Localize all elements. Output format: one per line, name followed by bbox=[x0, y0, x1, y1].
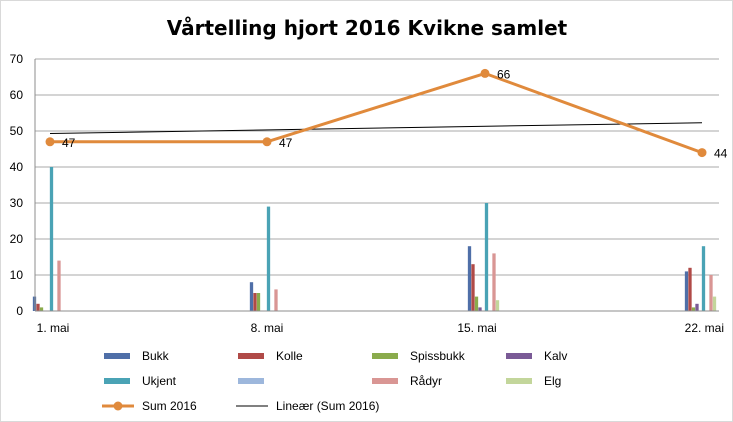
legend: Bukk Kolle Spissbukk Kalv Ukjent Rådyr Elg Sum … bbox=[102, 349, 567, 413]
legend-item-4-label: Ukjent bbox=[142, 374, 177, 388]
legend-item-6-label: Rådyr bbox=[410, 374, 442, 388]
legend-item-1: Kolle bbox=[238, 349, 303, 363]
y-tick-label-60: 60 bbox=[10, 88, 24, 102]
gridlines bbox=[35, 58, 719, 276]
bar-series3-cat3 bbox=[695, 303, 699, 311]
y-tick-label-40: 40 bbox=[10, 160, 24, 174]
line-sum-2016 bbox=[50, 71, 703, 155]
legend-item-0-swatch bbox=[104, 353, 130, 359]
axes: 0 10 20 30 40 50 60 70 1. mai 8. mai 15. mai 22. ma… bbox=[10, 52, 724, 335]
legend-item-9-label: Lineær (Sum 2016) bbox=[276, 399, 379, 413]
chart-title: Vårtelling hjort 2016 Kvikne samlet bbox=[167, 16, 568, 40]
legend-item-5-swatch bbox=[238, 378, 264, 384]
y-tick-label-50: 50 bbox=[10, 124, 24, 138]
bar-series6-cat1 bbox=[274, 289, 278, 311]
legend-item-6-swatch bbox=[372, 378, 398, 384]
bar-series2-cat0 bbox=[39, 307, 44, 311]
marker-sum-2016-2 bbox=[480, 68, 490, 78]
y-tick-label-20: 20 bbox=[10, 232, 24, 246]
legend-item-0-label: Bukk bbox=[142, 349, 170, 363]
legend-item-8: Sum 2016 bbox=[102, 399, 197, 413]
y-tick-label-70: 70 bbox=[10, 52, 24, 66]
data-label-sum-2016-2: 66 bbox=[497, 67, 511, 81]
bar-series7-cat2 bbox=[495, 300, 500, 311]
bar-series0-cat3 bbox=[684, 271, 689, 311]
legend-item-3-swatch bbox=[506, 353, 532, 359]
data-label-sum-2016-3: 44 bbox=[714, 147, 728, 161]
trendline-sum-2016 bbox=[49, 122, 703, 135]
bar-series1-cat1 bbox=[253, 293, 257, 311]
legend-item-3: Kalv bbox=[506, 349, 567, 363]
data-label-sum-2016-1: 47 bbox=[279, 136, 293, 150]
bar-series1-cat0 bbox=[36, 303, 40, 311]
legend-item-6: Rådyr bbox=[372, 374, 442, 388]
bar-series4-cat0 bbox=[49, 167, 54, 311]
legend-item-7-label: Elg bbox=[544, 374, 561, 388]
bar-series2-cat3 bbox=[691, 307, 696, 311]
x-tick-label-3: 22. mai bbox=[685, 321, 724, 335]
legend-item-9: Lineær (Sum 2016) bbox=[236, 399, 379, 413]
legend-item-0: Bukk bbox=[104, 349, 170, 363]
legend-item-2: Spissbukk bbox=[372, 349, 466, 363]
marker-sum-2016-1 bbox=[262, 137, 272, 147]
legend-item-2-swatch bbox=[372, 353, 398, 359]
bar-series7-cat3 bbox=[712, 296, 717, 311]
marker-sum-2016-3 bbox=[697, 148, 707, 158]
bar-series6-cat3 bbox=[709, 275, 713, 311]
legend-item-2-label: Spissbukk bbox=[410, 349, 466, 363]
y-tick-label-10: 10 bbox=[10, 268, 24, 282]
marker-sum-2016-0 bbox=[45, 137, 55, 147]
bars bbox=[32, 167, 717, 311]
legend-item-3-label: Kalv bbox=[544, 349, 567, 363]
sum-line: 47 47 66 44 bbox=[45, 67, 728, 161]
legend-item-7-swatch bbox=[506, 378, 532, 384]
data-label-sum-2016-0: 47 bbox=[62, 136, 76, 150]
y-tick-label-0: 0 bbox=[16, 304, 23, 318]
bar-series4-cat1 bbox=[266, 206, 271, 311]
legend-item-5 bbox=[238, 378, 264, 384]
bar-series6-cat2 bbox=[492, 253, 496, 311]
bar-series3-cat2 bbox=[478, 307, 482, 311]
bar-series4-cat3 bbox=[701, 246, 706, 311]
legend-item-1-label: Kolle bbox=[276, 349, 303, 363]
trendline bbox=[49, 122, 703, 135]
x-tick-label-0: 1. mai bbox=[37, 321, 70, 335]
bar-series2-cat1 bbox=[256, 293, 261, 311]
legend-item-8-label: Sum 2016 bbox=[142, 399, 197, 413]
legend-item-7: Elg bbox=[506, 374, 561, 388]
legend-item-4-swatch bbox=[104, 378, 130, 384]
bar-series1-cat2 bbox=[471, 264, 475, 311]
bar-series2-cat2 bbox=[474, 296, 479, 311]
bar-series4-cat2 bbox=[484, 203, 489, 311]
bar-series0-cat1 bbox=[249, 282, 254, 311]
bar-series0-cat2 bbox=[467, 246, 472, 311]
y-tick-label-30: 30 bbox=[10, 196, 24, 210]
legend-item-1-swatch bbox=[238, 353, 264, 359]
bar-series6-cat0 bbox=[57, 260, 61, 311]
legend-item-4: Ukjent bbox=[104, 374, 177, 388]
x-tick-label-1: 8. mai bbox=[251, 321, 284, 335]
x-tick-label-2: 15. mai bbox=[457, 321, 496, 335]
bar-series1-cat3 bbox=[688, 267, 692, 311]
legend-item-8-marker bbox=[113, 401, 123, 411]
